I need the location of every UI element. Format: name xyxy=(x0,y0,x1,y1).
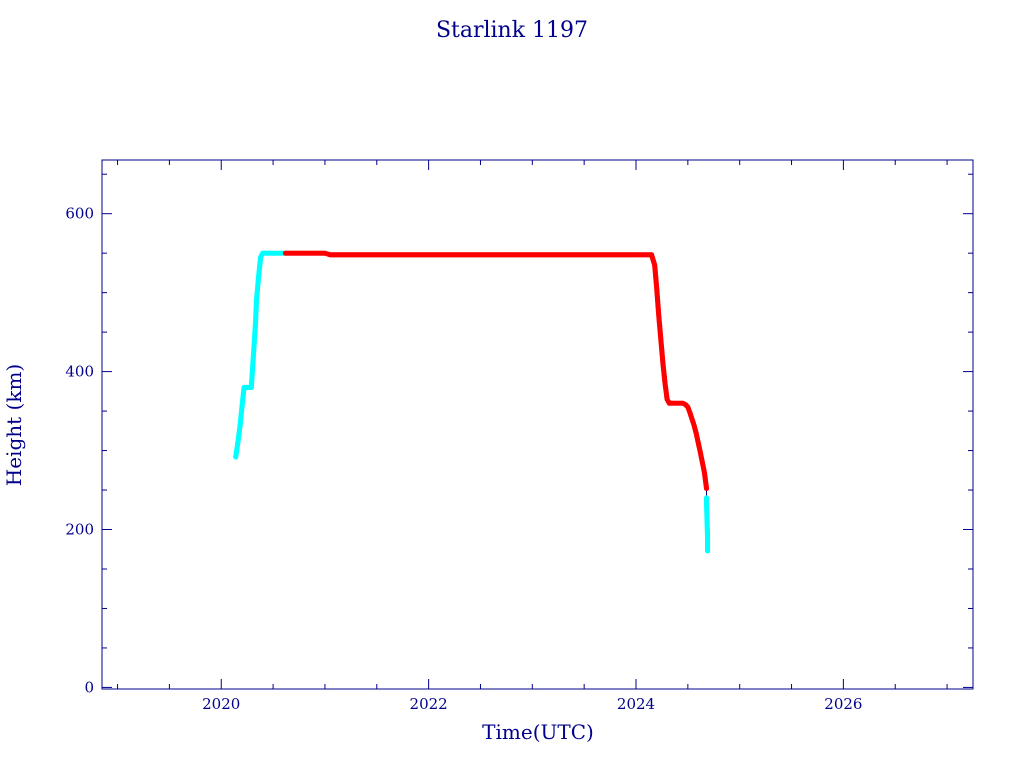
data-point xyxy=(703,485,710,492)
series-line xyxy=(235,252,709,551)
y-axis-label: Height (km) xyxy=(2,364,26,486)
tick-labels: 2020 2022 2024 2026 0 200 400 600 xyxy=(65,205,862,713)
x-tick-label: 2020 xyxy=(202,695,240,713)
plot-frame xyxy=(101,159,974,690)
y-tick-label: 400 xyxy=(65,363,94,381)
data-point xyxy=(704,548,711,554)
y-tick-label: 600 xyxy=(65,205,94,223)
series-points xyxy=(233,250,711,554)
y-tick-label: 0 xyxy=(84,678,94,696)
x-tick-label: 2026 xyxy=(824,695,862,713)
x-axis-label: Time(UTC) xyxy=(482,720,594,744)
y-tick-label: 200 xyxy=(65,521,94,539)
series-lines xyxy=(235,252,709,551)
x-tick-label: 2024 xyxy=(617,695,655,713)
chart-title: Starlink 1197 xyxy=(436,18,588,43)
x-tick-label: 2022 xyxy=(410,695,448,713)
axis-ticks xyxy=(102,160,973,689)
